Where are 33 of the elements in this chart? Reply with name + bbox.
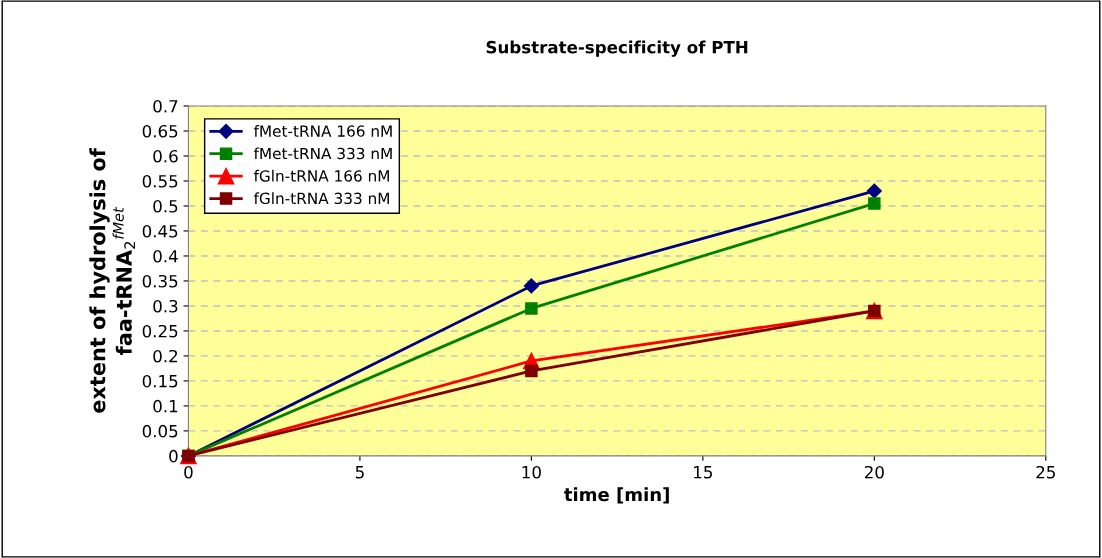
point	[525, 364, 538, 378]
legend-label: fGln-tRNA 166 nM	[253, 169, 389, 182]
legend-label: fMet-tRNA 333 nM	[253, 147, 392, 160]
y-tick-label: 0.25	[142, 324, 178, 338]
y-tick-label: 0.15	[142, 374, 178, 388]
y-tick-label: 0.5	[153, 199, 178, 213]
x-tick-label: 15	[694, 466, 712, 479]
y-tick-label: 0.55	[142, 174, 178, 188]
y-tick-label: 0.65	[142, 124, 178, 138]
x-tick-label: 0	[184, 465, 193, 479]
y-tick-label: 0.35	[142, 274, 178, 288]
point	[866, 183, 882, 199]
y-tick-label: 0.7	[153, 99, 178, 113]
legend-label: fGln-tRNA 333 nM	[253, 192, 389, 205]
point	[525, 302, 538, 315]
y-tick-label: 0.4	[153, 249, 178, 263]
y-tick-label: 0.45	[142, 224, 178, 238]
legend-label: fMet-tRNA 166 nM	[253, 125, 392, 137]
x-axis-title: time [min]	[564, 487, 669, 504]
y-tick-label: 0	[169, 449, 178, 463]
point	[523, 278, 539, 294]
x-tick-label: 20	[864, 465, 884, 479]
y-tick-label: 0.1	[153, 399, 178, 413]
y-tick-label: 0.6	[153, 149, 178, 163]
point	[868, 197, 881, 210]
y-tick-label: 0.05	[142, 424, 178, 438]
chart-title: Substrate-specificity of PTH	[486, 40, 748, 57]
y-axis-title: extent of hydrolysis of faa-tRNA$_{2}$$^{fMet}$	[89, 148, 136, 413]
x-tick-label: 25	[1036, 465, 1055, 479]
x-tick-label: 5	[355, 466, 364, 479]
x-tick-label: 10	[522, 465, 541, 479]
y-tick-label: 0.3	[153, 299, 178, 313]
y-tick-label: 0.2	[153, 349, 178, 363]
